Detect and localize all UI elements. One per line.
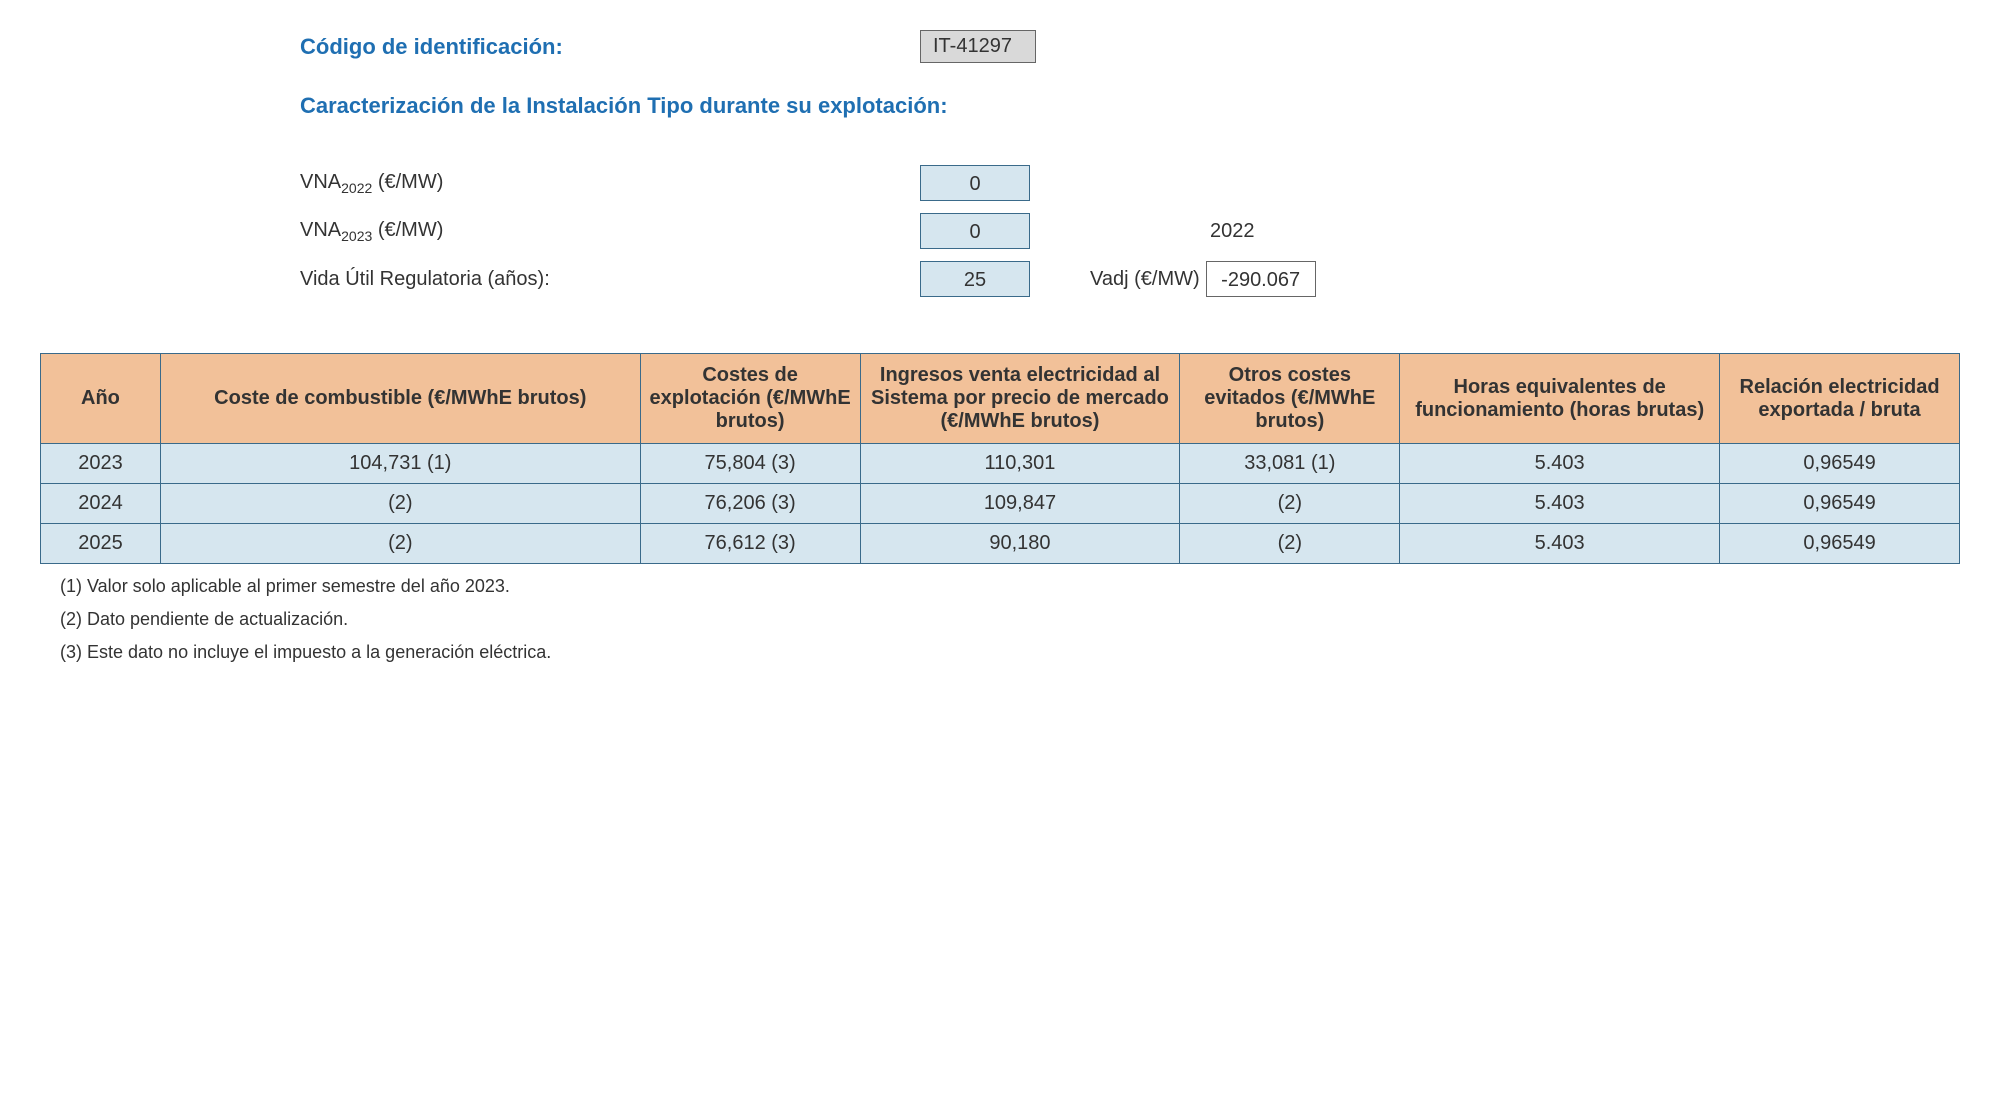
cell: 0,96549 [1720, 524, 1960, 564]
vna2023-post: (€/MW) [372, 219, 443, 241]
params-block: VNA2022 (€/MW) 0 VNA2023 (€/MW) 0 2022 V… [300, 159, 1960, 303]
cell: (2) [1180, 524, 1400, 564]
footnote: (1) Valor solo aplicable al primer semes… [60, 576, 1960, 597]
vida-value: 25 [920, 261, 1030, 297]
vna2022-pre: VNA [300, 171, 341, 193]
cell: 2023 [41, 444, 161, 484]
cell: 0,96549 [1720, 444, 1960, 484]
cell: 104,731 (1) [160, 444, 640, 484]
vadj-group: Vadj (€/MW) -290.067 [1090, 261, 1316, 297]
footnote: (2) Dato pendiente de actualización. [60, 609, 1960, 630]
col-ingresos: Ingresos venta electricidad al Sistema p… [860, 354, 1180, 444]
cell: (2) [160, 484, 640, 524]
col-comb: Coste de combustible (€/MWhE brutos) [160, 354, 640, 444]
cell: 109,847 [860, 484, 1180, 524]
cell: 2025 [41, 524, 161, 564]
cell: 5.403 [1400, 524, 1720, 564]
cell: 90,180 [860, 524, 1180, 564]
cell: 5.403 [1400, 484, 1720, 524]
col-horas: Horas equivalentes de funcionamiento (ho… [1400, 354, 1720, 444]
code-value-box: IT-41297 [920, 30, 1036, 63]
col-otros: Otros costes evitados (€/MWhE brutos) [1180, 354, 1400, 444]
vida-row: Vida Útil Regulatoria (años): 25 Vadj (€… [300, 255, 1960, 303]
vna2023-pre: VNA [300, 219, 341, 241]
cell: 76,612 (3) [640, 524, 860, 564]
cell: (2) [160, 524, 640, 564]
footnote: (3) Este dato no incluye el impuesto a l… [60, 642, 1960, 663]
vna2023-label: VNA2023 (€/MW) [300, 219, 920, 244]
vna2022-label: VNA2022 (€/MW) [300, 171, 920, 196]
cell: (2) [1180, 484, 1400, 524]
vida-label: Vida Útil Regulatoria (años): [300, 268, 920, 291]
vna2022-sub: 2022 [341, 180, 372, 196]
vna2023-row: VNA2023 (€/MW) 0 2022 [300, 207, 1960, 255]
cell: 76,206 (3) [640, 484, 860, 524]
cell: 5.403 [1400, 444, 1720, 484]
cell: 75,804 (3) [640, 444, 860, 484]
cell: 110,301 [860, 444, 1180, 484]
table-row: 2024 (2) 76,206 (3) 109,847 (2) 5.403 0,… [41, 484, 1960, 524]
subheading: Caracterización de la Instalación Tipo d… [300, 93, 1960, 119]
vna2022-row: VNA2022 (€/MW) 0 [300, 159, 1960, 207]
cell: 2024 [41, 484, 161, 524]
vadj-label: Vadj (€/MW) [1090, 268, 1200, 291]
col-costes: Costes de explotación (€/MWhE brutos) [640, 354, 860, 444]
vna2022-value: 0 [920, 165, 1030, 201]
vna2022-post: (€/MW) [372, 171, 443, 193]
code-label: Código de identificación: [300, 34, 920, 60]
col-ano: Año [41, 354, 161, 444]
cell: 0,96549 [1720, 484, 1960, 524]
main-table: Año Coste de combustible (€/MWhE brutos)… [40, 353, 1960, 564]
vadj-value: -290.067 [1206, 261, 1316, 297]
table-header-row: Año Coste de combustible (€/MWhE brutos)… [41, 354, 1960, 444]
footnotes: (1) Valor solo aplicable al primer semes… [60, 576, 1960, 663]
vna2023-value: 0 [920, 213, 1030, 249]
table-row: 2023 104,731 (1) 75,804 (3) 110,301 33,0… [41, 444, 1960, 484]
code-row: Código de identificación: IT-41297 [300, 30, 1960, 63]
side-year: 2022 [1210, 220, 1255, 243]
cell: 33,081 (1) [1180, 444, 1400, 484]
vna2023-sub: 2023 [341, 228, 372, 244]
table-row: 2025 (2) 76,612 (3) 90,180 (2) 5.403 0,9… [41, 524, 1960, 564]
col-rel: Relación electricidad exportada / bruta [1720, 354, 1960, 444]
